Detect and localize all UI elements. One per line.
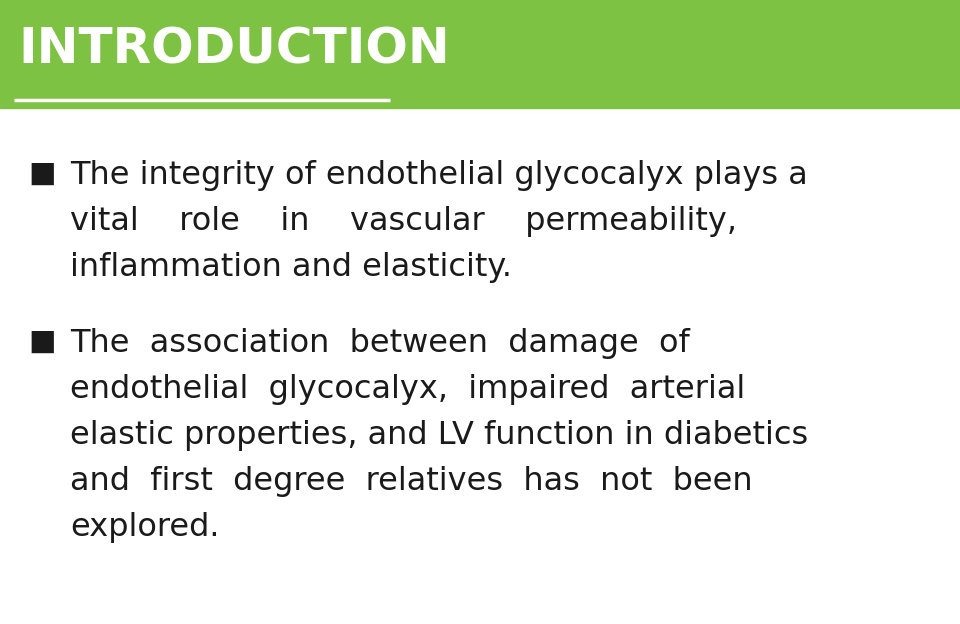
Text: inflammation and elasticity.: inflammation and elasticity. bbox=[70, 252, 512, 283]
Text: endothelial  glycocalyx,  impaired  arterial: endothelial glycocalyx, impaired arteria… bbox=[70, 374, 745, 405]
Text: INTRODUCTION: INTRODUCTION bbox=[18, 26, 449, 74]
Text: ■: ■ bbox=[28, 160, 56, 188]
Text: vital    role    in    vascular    permeability,: vital role in vascular permeability, bbox=[70, 206, 737, 237]
Text: explored.: explored. bbox=[70, 512, 220, 543]
Text: and  first  degree  relatives  has  not  been: and first degree relatives has not been bbox=[70, 466, 753, 497]
Text: ■: ■ bbox=[28, 328, 56, 356]
Bar bbox=[0, 0, 960, 108]
Text: The integrity of endothelial glycocalyx plays a: The integrity of endothelial glycocalyx … bbox=[70, 160, 807, 191]
Text: elastic properties, and LV function in diabetics: elastic properties, and LV function in d… bbox=[70, 420, 808, 451]
Text: The  association  between  damage  of: The association between damage of bbox=[70, 328, 689, 359]
